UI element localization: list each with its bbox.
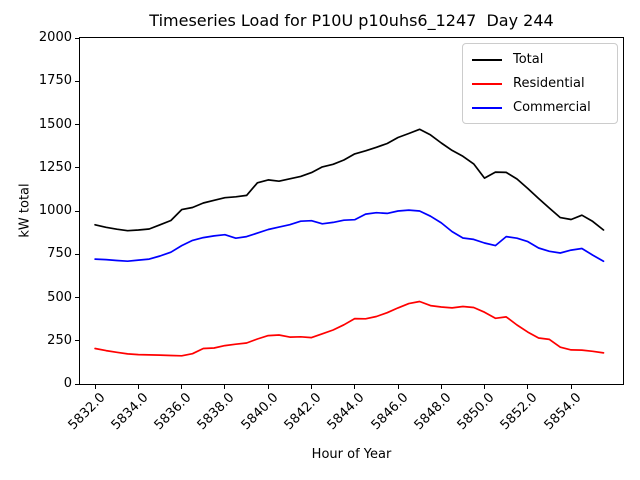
y-tick-label: 500: [47, 289, 72, 305]
legend-label-commercial: Commercial: [513, 100, 591, 115]
y-tick-mark: [75, 210, 79, 212]
x-tick-label: 5846.0: [368, 390, 411, 434]
legend-line-residential: [472, 82, 502, 85]
legend-line-total: [472, 58, 502, 61]
x-tick-mark: [484, 385, 485, 389]
x-tick-mark: [137, 385, 139, 389]
x-axis-label: Hour of Year: [311, 447, 392, 462]
y-tick-mark: [75, 167, 79, 169]
y-tick-label: 1250: [38, 159, 72, 175]
y-tick-mark: [75, 80, 79, 82]
x-tick-label: 5836.0: [151, 390, 195, 434]
y-tick-mark: [75, 340, 79, 342]
y-tick-mark: [75, 297, 79, 298]
legend-label-residential: Residential: [513, 76, 585, 91]
series-line-commercial: [94, 209, 605, 263]
series-line-residential: [94, 300, 605, 357]
y-tick-label: 250: [47, 332, 72, 348]
legend-label-total: Total: [513, 52, 544, 67]
x-tick-mark: [354, 385, 356, 389]
x-tick-label: 5852.0: [497, 390, 541, 434]
x-tick-label: 5842.0: [281, 390, 325, 434]
x-tick-mark: [570, 385, 572, 389]
x-tick-label: 5832.0: [65, 390, 109, 434]
x-tick-mark: [397, 385, 399, 389]
legend-item-residential: Residential: [472, 76, 608, 91]
x-tick-mark: [181, 385, 183, 389]
x-tick-label: 5854.0: [541, 390, 585, 434]
x-tick-mark: [527, 385, 529, 389]
chart-title: Timeseries Load for P10U p10uhs6_1247 Da…: [149, 11, 554, 30]
x-tick-label: 5840.0: [238, 390, 282, 434]
series-line-total: [94, 128, 605, 232]
x-tick-mark: [440, 385, 442, 389]
y-tick-mark: [75, 383, 79, 385]
legend-line-commercial: [472, 106, 502, 109]
legend-item-total: Total: [472, 52, 608, 67]
line-chart-svg: [94, 128, 605, 357]
y-tick-mark: [75, 124, 79, 125]
y-tick-label: 2000: [38, 30, 72, 45]
y-tick-mark: [75, 253, 79, 255]
y-tick-label: 1500: [38, 116, 72, 132]
legend-item-commercial: Commercial: [472, 100, 608, 115]
y-tick-label: 0: [63, 376, 72, 391]
x-tick-label: 5834.0: [108, 390, 152, 434]
x-tick-label: 5844.0: [324, 390, 368, 434]
y-tick-label: 1000: [38, 203, 72, 218]
x-tick-label: 5850.0: [454, 390, 498, 434]
x-tick-mark: [94, 385, 96, 389]
x-tick-label: 5838.0: [195, 390, 238, 434]
legend: Total Residential Commercial: [462, 43, 618, 124]
x-tick-mark: [267, 385, 269, 389]
plot-area: Total Residential Commercial: [79, 37, 624, 385]
x-tick-mark: [311, 385, 312, 389]
y-tick-label: 750: [47, 246, 72, 262]
x-tick-label: 5848.0: [411, 390, 455, 434]
y-tick-label: 1750: [38, 73, 72, 89]
y-tick-mark: [75, 37, 79, 39]
x-tick-mark: [224, 385, 226, 389]
